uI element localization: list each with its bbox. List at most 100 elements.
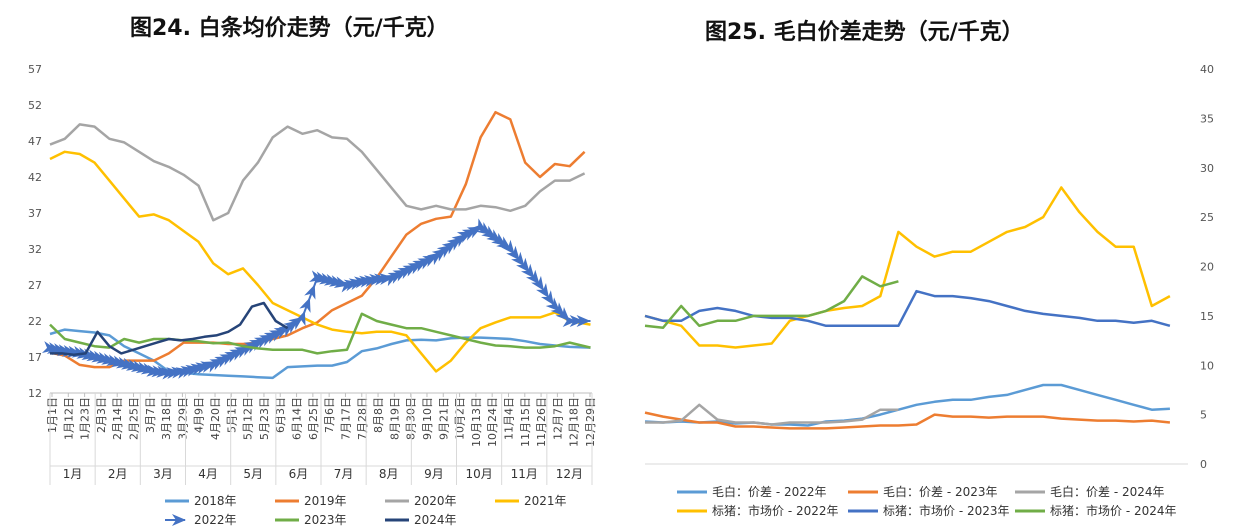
- legend-label: 2022年: [194, 513, 237, 527]
- series-arrow-marker: [283, 320, 299, 334]
- y-tick-label: 12: [28, 387, 42, 400]
- y-tick-label: 47: [28, 135, 42, 148]
- series-arrow-marker: [511, 251, 525, 267]
- x-tick-label: 1月12日: [62, 397, 75, 440]
- y-tick-label: 30: [1200, 162, 1214, 175]
- series-arrow-marker: [491, 232, 507, 246]
- month-label: 11月: [511, 467, 538, 481]
- series-line-4: [644, 289, 1171, 328]
- month-label: 7月: [334, 467, 354, 481]
- x-tick-label: 2月14日: [111, 397, 124, 440]
- series-line-2021年: [49, 150, 591, 373]
- series-arrow-marker: [481, 225, 497, 239]
- x-tick-label: 2月25日: [128, 397, 141, 440]
- legend-label: 2023年: [304, 513, 347, 527]
- y-tick-label: 37: [28, 207, 42, 220]
- legend-label: 毛白：价差 - 2024年: [1050, 484, 1165, 499]
- month-label: 2月: [108, 467, 128, 481]
- x-tick-label: 9月10日: [421, 397, 434, 440]
- legend-arrow-marker: [172, 514, 186, 526]
- y-tick-label: 17: [28, 351, 42, 364]
- y-tick-label: 35: [1200, 112, 1214, 125]
- series-arrow-marker: [486, 229, 502, 243]
- chart2-title: 图25. 毛白价差走势（元/千克）: [705, 20, 1024, 45]
- series-arrow-marker: [431, 248, 447, 262]
- x-tick-label: 8月19日: [388, 397, 401, 440]
- y-tick-label: 25: [1200, 211, 1214, 224]
- series-arrow-marker: [294, 310, 306, 327]
- series-arrow-marker: [526, 269, 540, 285]
- series-arrow-marker: [379, 272, 394, 285]
- y-tick-label: 40: [1200, 63, 1214, 76]
- month-label: 1月: [63, 467, 83, 481]
- series-arrow-marker: [476, 222, 492, 236]
- x-tick-label: 10月24日: [486, 397, 499, 447]
- x-tick-label: 9月21日: [437, 397, 450, 440]
- x-tick-label: 6月25日: [307, 397, 320, 440]
- x-tick-label: 11月26日: [535, 397, 548, 447]
- y-tick-label: 15: [1200, 310, 1214, 323]
- x-tick-label: 7月17日: [339, 397, 352, 440]
- series-arrow-marker: [426, 252, 442, 266]
- series-arrow-marker: [521, 263, 535, 279]
- series-arrow-marker: [299, 297, 311, 313]
- y-tick-label: 5: [1200, 409, 1207, 422]
- series-line-2018年: [49, 328, 591, 380]
- x-tick-label: 7月28日: [356, 397, 369, 440]
- series-arrow-marker: [151, 365, 166, 378]
- series-arrow-marker: [273, 327, 289, 340]
- series-arrow-marker: [166, 367, 181, 380]
- x-tick-label: 11月15日: [519, 397, 532, 447]
- series-arrow-marker: [562, 315, 577, 327]
- legend-label: 毛白：价差 - 2022年: [712, 484, 827, 499]
- series-line-2020年: [49, 123, 586, 222]
- y-tick-label: 20: [1200, 261, 1214, 274]
- series-arrow-marker: [536, 283, 549, 298]
- series-arrow-marker: [550, 302, 565, 317]
- series-line-1: [644, 411, 1171, 430]
- series-arrow-marker: [446, 237, 462, 251]
- series-arrow-marker: [171, 366, 186, 379]
- x-tick-label: 12月29日: [584, 397, 597, 447]
- x-tick-label: 1月1日: [46, 397, 59, 433]
- legend-label: 2024年: [414, 513, 457, 527]
- y-tick-label: 27: [28, 279, 42, 292]
- x-tick-label: 10月13日: [470, 397, 483, 447]
- y-tick-label: 57: [28, 63, 42, 76]
- series-arrow-marker: [156, 365, 171, 378]
- series-arrow-marker: [471, 218, 487, 232]
- series-line-2: [645, 403, 899, 426]
- legend-label: 毛白：价差 - 2023年: [883, 484, 998, 499]
- series-line-2024年: [50, 301, 289, 357]
- series-arrow-marker: [278, 324, 294, 338]
- x-tick-label: 3月29日: [176, 397, 189, 440]
- x-tick-label: 6月3日: [274, 397, 287, 433]
- series-arrow-marker: [569, 315, 584, 327]
- y-tick-label: 42: [28, 171, 42, 184]
- x-tick-label: 12月18日: [568, 397, 581, 447]
- x-tick-label: 5月23日: [258, 397, 271, 440]
- legend-label: 2021年: [524, 494, 567, 508]
- series-arrow-marker: [422, 255, 438, 268]
- series-arrow-marker: [531, 275, 544, 291]
- series-arrow-marker: [576, 315, 591, 327]
- chart1-title: 图24. 白条均价走势（元/千克）: [130, 16, 449, 41]
- legend-label: 标猪：市场价 - 2023年: [883, 503, 1010, 518]
- legend-label: 2019年: [304, 494, 347, 508]
- legend-label: 2020年: [414, 494, 457, 508]
- series-arrow-marker: [374, 273, 389, 286]
- month-label: 8月: [379, 467, 399, 481]
- legend-label: 标猪：市场价 - 2024年: [1050, 503, 1177, 518]
- x-tick-label: 5月1日: [225, 397, 238, 433]
- x-tick-label: 6月14日: [291, 397, 304, 440]
- series-arrow-marker: [451, 234, 467, 248]
- series-line-2023年: [49, 312, 591, 355]
- series-line-2019年: [49, 110, 586, 369]
- month-label: 9月: [424, 467, 444, 481]
- legend-label: 标猪：市场价 - 2022年: [712, 503, 839, 518]
- x-tick-label: 5月12日: [242, 397, 255, 440]
- x-tick-label: 8月8日: [372, 397, 385, 433]
- x-tick-label: 3月7日: [144, 397, 157, 433]
